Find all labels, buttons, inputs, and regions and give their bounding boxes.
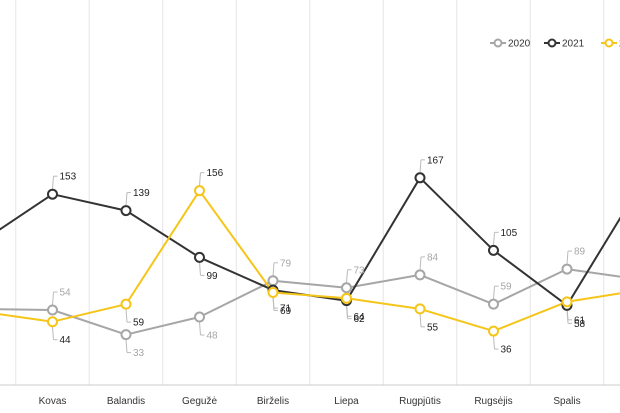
point-2020 [194,311,205,323]
data-label: 79 [280,258,292,269]
leader-line [566,251,569,265]
data-label: 139 [133,188,150,199]
point-2020 [120,329,132,341]
point-2020 [488,298,499,310]
point-2021 [194,251,205,263]
point-2022 [561,296,573,308]
leader-line [125,339,128,353]
data-label: 89 [574,247,586,258]
leader-line [493,232,495,246]
data-label: 84 [427,252,439,263]
point-2022 [488,325,499,337]
leader-line [493,286,495,300]
point-2020 [267,275,279,287]
x-tick-label: Spalis [553,396,580,407]
point-2021 [120,205,132,217]
leader-line [199,262,201,276]
leader-line [52,326,54,340]
leader-line [272,297,275,311]
leader-line [199,322,201,336]
point-2020 [414,269,426,281]
point-2022 [267,286,279,298]
point-2022 [194,185,205,197]
leader-line [52,176,54,190]
leader-line [419,256,422,270]
series-line-2020 [0,268,620,336]
data-label: 44 [60,335,72,346]
data-label: 59 [133,318,145,329]
data-label: 73 [354,265,366,276]
x-tick-label: Rugpjūtis [399,396,441,407]
x-tick-label: Liepa [334,396,359,407]
x-tick-label: Rugsėjis [474,396,512,407]
legend-swatch-marker [547,38,557,48]
point-2022 [120,298,132,310]
leader-line [419,313,422,327]
data-label: 99 [207,271,219,282]
data-label: 33 [133,348,145,359]
data-label: 59 [501,282,513,293]
x-tick-label: Birželis [257,396,289,407]
x-tick-label: Kovas [39,396,67,407]
point-2020 [47,304,58,316]
data-label: 64 [354,312,366,323]
leader-line [199,172,201,186]
data-label: 54 [60,288,72,299]
point-2021 [414,172,426,184]
point-2022 [341,292,352,304]
data-label: 111 [0,221,2,232]
leader-line [125,192,128,206]
data-label: 167 [427,155,444,166]
data-label: 36 [501,345,513,356]
point-2022 [414,303,426,315]
data-label: 156 [207,168,224,179]
data-label: 153 [60,172,77,183]
data-label: 58 [574,319,586,330]
legend-label: 2021 [562,39,585,50]
data-label: 55 [427,322,439,333]
legend-label: 2020 [508,39,531,50]
point-2022 [47,316,58,328]
point-2020 [561,263,573,275]
point-2020 [341,282,352,294]
x-tick-label: Balandis [107,396,145,407]
x-tick-label: Gegužė [182,396,217,407]
data-label: 71 [280,304,292,315]
data-label: 69 [280,306,292,317]
leader-line [493,336,495,350]
data-label: 105 [501,228,518,239]
legend-swatch-marker [604,38,614,48]
leader-line [125,309,128,323]
series-line-2022 [0,189,620,333]
point-2021 [488,244,499,256]
data-label: 62 [354,314,366,325]
leader-line [52,291,54,306]
leader-line [272,262,275,276]
data-label: 61 [574,315,586,326]
leader-line [419,159,422,173]
leader-line [346,269,348,283]
point-2021 [47,188,58,200]
legend-swatch-marker [493,38,503,48]
data-label: 48 [207,331,219,342]
